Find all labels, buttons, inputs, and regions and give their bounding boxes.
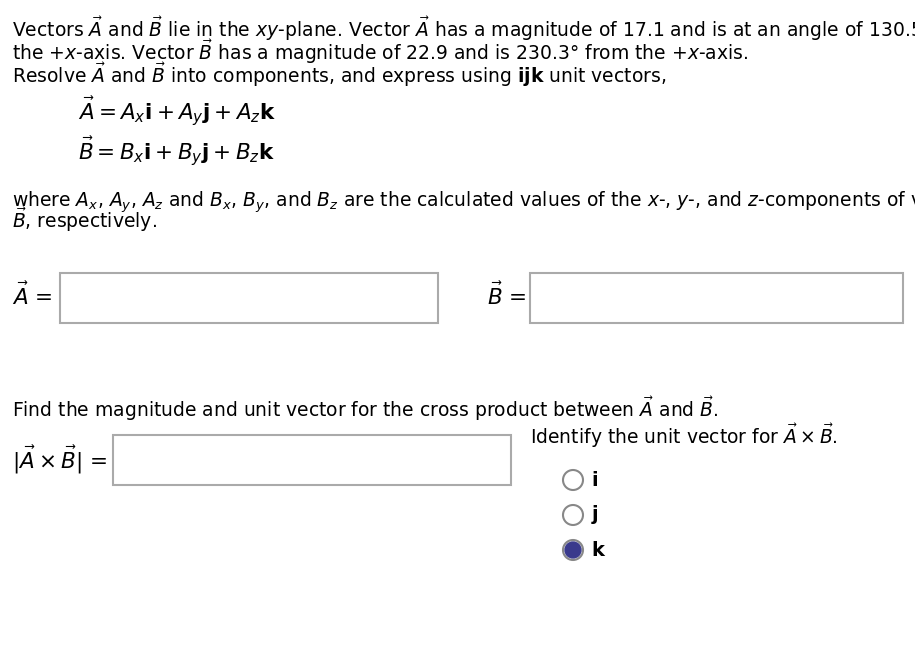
Text: $\mathbf{j}$: $\mathbf{j}$	[591, 503, 598, 527]
Text: $\vec{B}$, respectively.: $\vec{B}$, respectively.	[12, 206, 156, 234]
FancyBboxPatch shape	[60, 273, 438, 323]
FancyBboxPatch shape	[113, 435, 511, 485]
Text: Vectors $\vec{A}$ and $\vec{B}$ lie in the $xy$-plane. Vector $\vec{A}$ has a ma: Vectors $\vec{A}$ and $\vec{B}$ lie in t…	[12, 15, 915, 43]
FancyBboxPatch shape	[530, 273, 903, 323]
Circle shape	[565, 542, 581, 558]
Text: $\vec{A} = A_x\mathbf{i} + A_y\mathbf{j} + A_z\mathbf{k}$: $\vec{A} = A_x\mathbf{i} + A_y\mathbf{j}…	[78, 94, 276, 128]
Text: Find the magnitude and unit vector for the cross product between $\vec{A}$ and $: Find the magnitude and unit vector for t…	[12, 395, 718, 423]
Text: $\vec{A}$ =: $\vec{A}$ =	[12, 282, 52, 308]
Text: the +$x$-axis. Vector $\vec{B}$ has a magnitude of 22.9 and is 230.3° from the +: the +$x$-axis. Vector $\vec{B}$ has a ma…	[12, 38, 748, 66]
Text: $\vec{B}$ =: $\vec{B}$ =	[487, 282, 526, 308]
Text: Identify the unit vector for $\vec{A} \times \vec{B}$.: Identify the unit vector for $\vec{A} \t…	[530, 422, 838, 450]
Text: $\vec{B} = B_x\mathbf{i} + B_y\mathbf{j} + B_z\mathbf{k}$: $\vec{B} = B_x\mathbf{i} + B_y\mathbf{j}…	[78, 134, 275, 168]
Text: $|\vec{A} \times \vec{B}|$ =: $|\vec{A} \times \vec{B}|$ =	[12, 444, 107, 476]
Text: $\mathbf{i}$: $\mathbf{i}$	[591, 471, 598, 490]
Text: $\mathbf{k}$: $\mathbf{k}$	[591, 541, 607, 559]
Text: Resolve $\vec{A}$ and $\vec{B}$ into components, and express using $\mathbf{ijk}: Resolve $\vec{A}$ and $\vec{B}$ into com…	[12, 61, 666, 89]
Text: where $A_x$, $A_y$, $A_z$ and $B_x$, $B_y$, and $B_z$ are the calculated values : where $A_x$, $A_y$, $A_z$ and $B_x$, $B_…	[12, 184, 915, 215]
